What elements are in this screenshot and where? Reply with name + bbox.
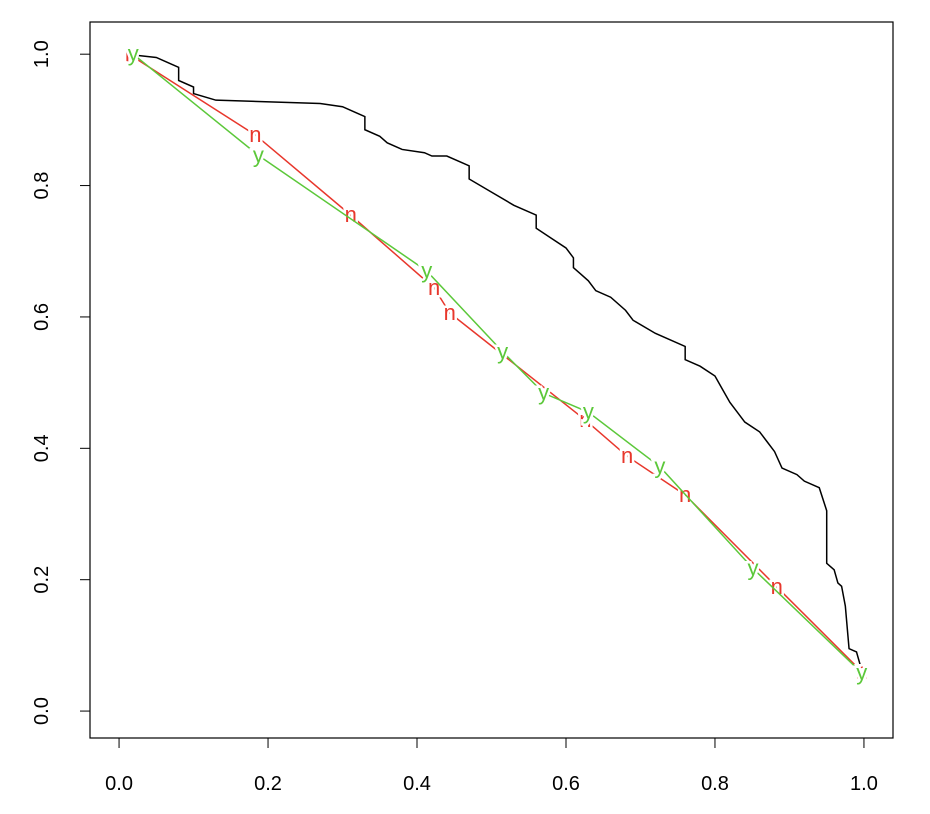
x-tick-label: 0.6 (552, 773, 580, 795)
point-marker: y (747, 556, 758, 581)
line (132, 53, 863, 674)
point-marker: n (771, 574, 783, 599)
y-tick-label: 0.4 (31, 434, 53, 462)
x-tick-label: 0.8 (701, 773, 729, 795)
y-tick-label: 1.0 (31, 40, 53, 68)
point-marker: y (538, 380, 549, 405)
point-marker: y (497, 339, 508, 364)
point-marker: y (654, 454, 665, 479)
point-marker: y (253, 142, 264, 167)
point-marker: n (345, 202, 357, 227)
x-tick-label: 0.0 (105, 773, 133, 795)
point-marker: y (583, 399, 594, 424)
y-tick-label: 0.2 (31, 566, 53, 594)
x-tick-label: 0.4 (403, 773, 431, 795)
x-tick-label: 0.2 (254, 773, 282, 795)
point-marker: y (128, 41, 139, 66)
point-marker: n (125, 43, 137, 68)
point-marker: y (421, 258, 432, 283)
x-tick-label: 1.0 (850, 773, 878, 795)
point-marker: n (444, 300, 456, 325)
point-marker: n (249, 122, 261, 147)
point-marker: n (856, 659, 868, 684)
line (126, 53, 865, 673)
point-marker: n (621, 443, 633, 468)
y-tick-label: 0.0 (31, 697, 53, 725)
point-marker: y (856, 660, 867, 685)
y-tick-label: 0.6 (31, 303, 53, 331)
y-tick-label: 0.8 (31, 172, 53, 200)
plot-frame (89, 21, 894, 739)
point-marker: n (579, 407, 591, 432)
